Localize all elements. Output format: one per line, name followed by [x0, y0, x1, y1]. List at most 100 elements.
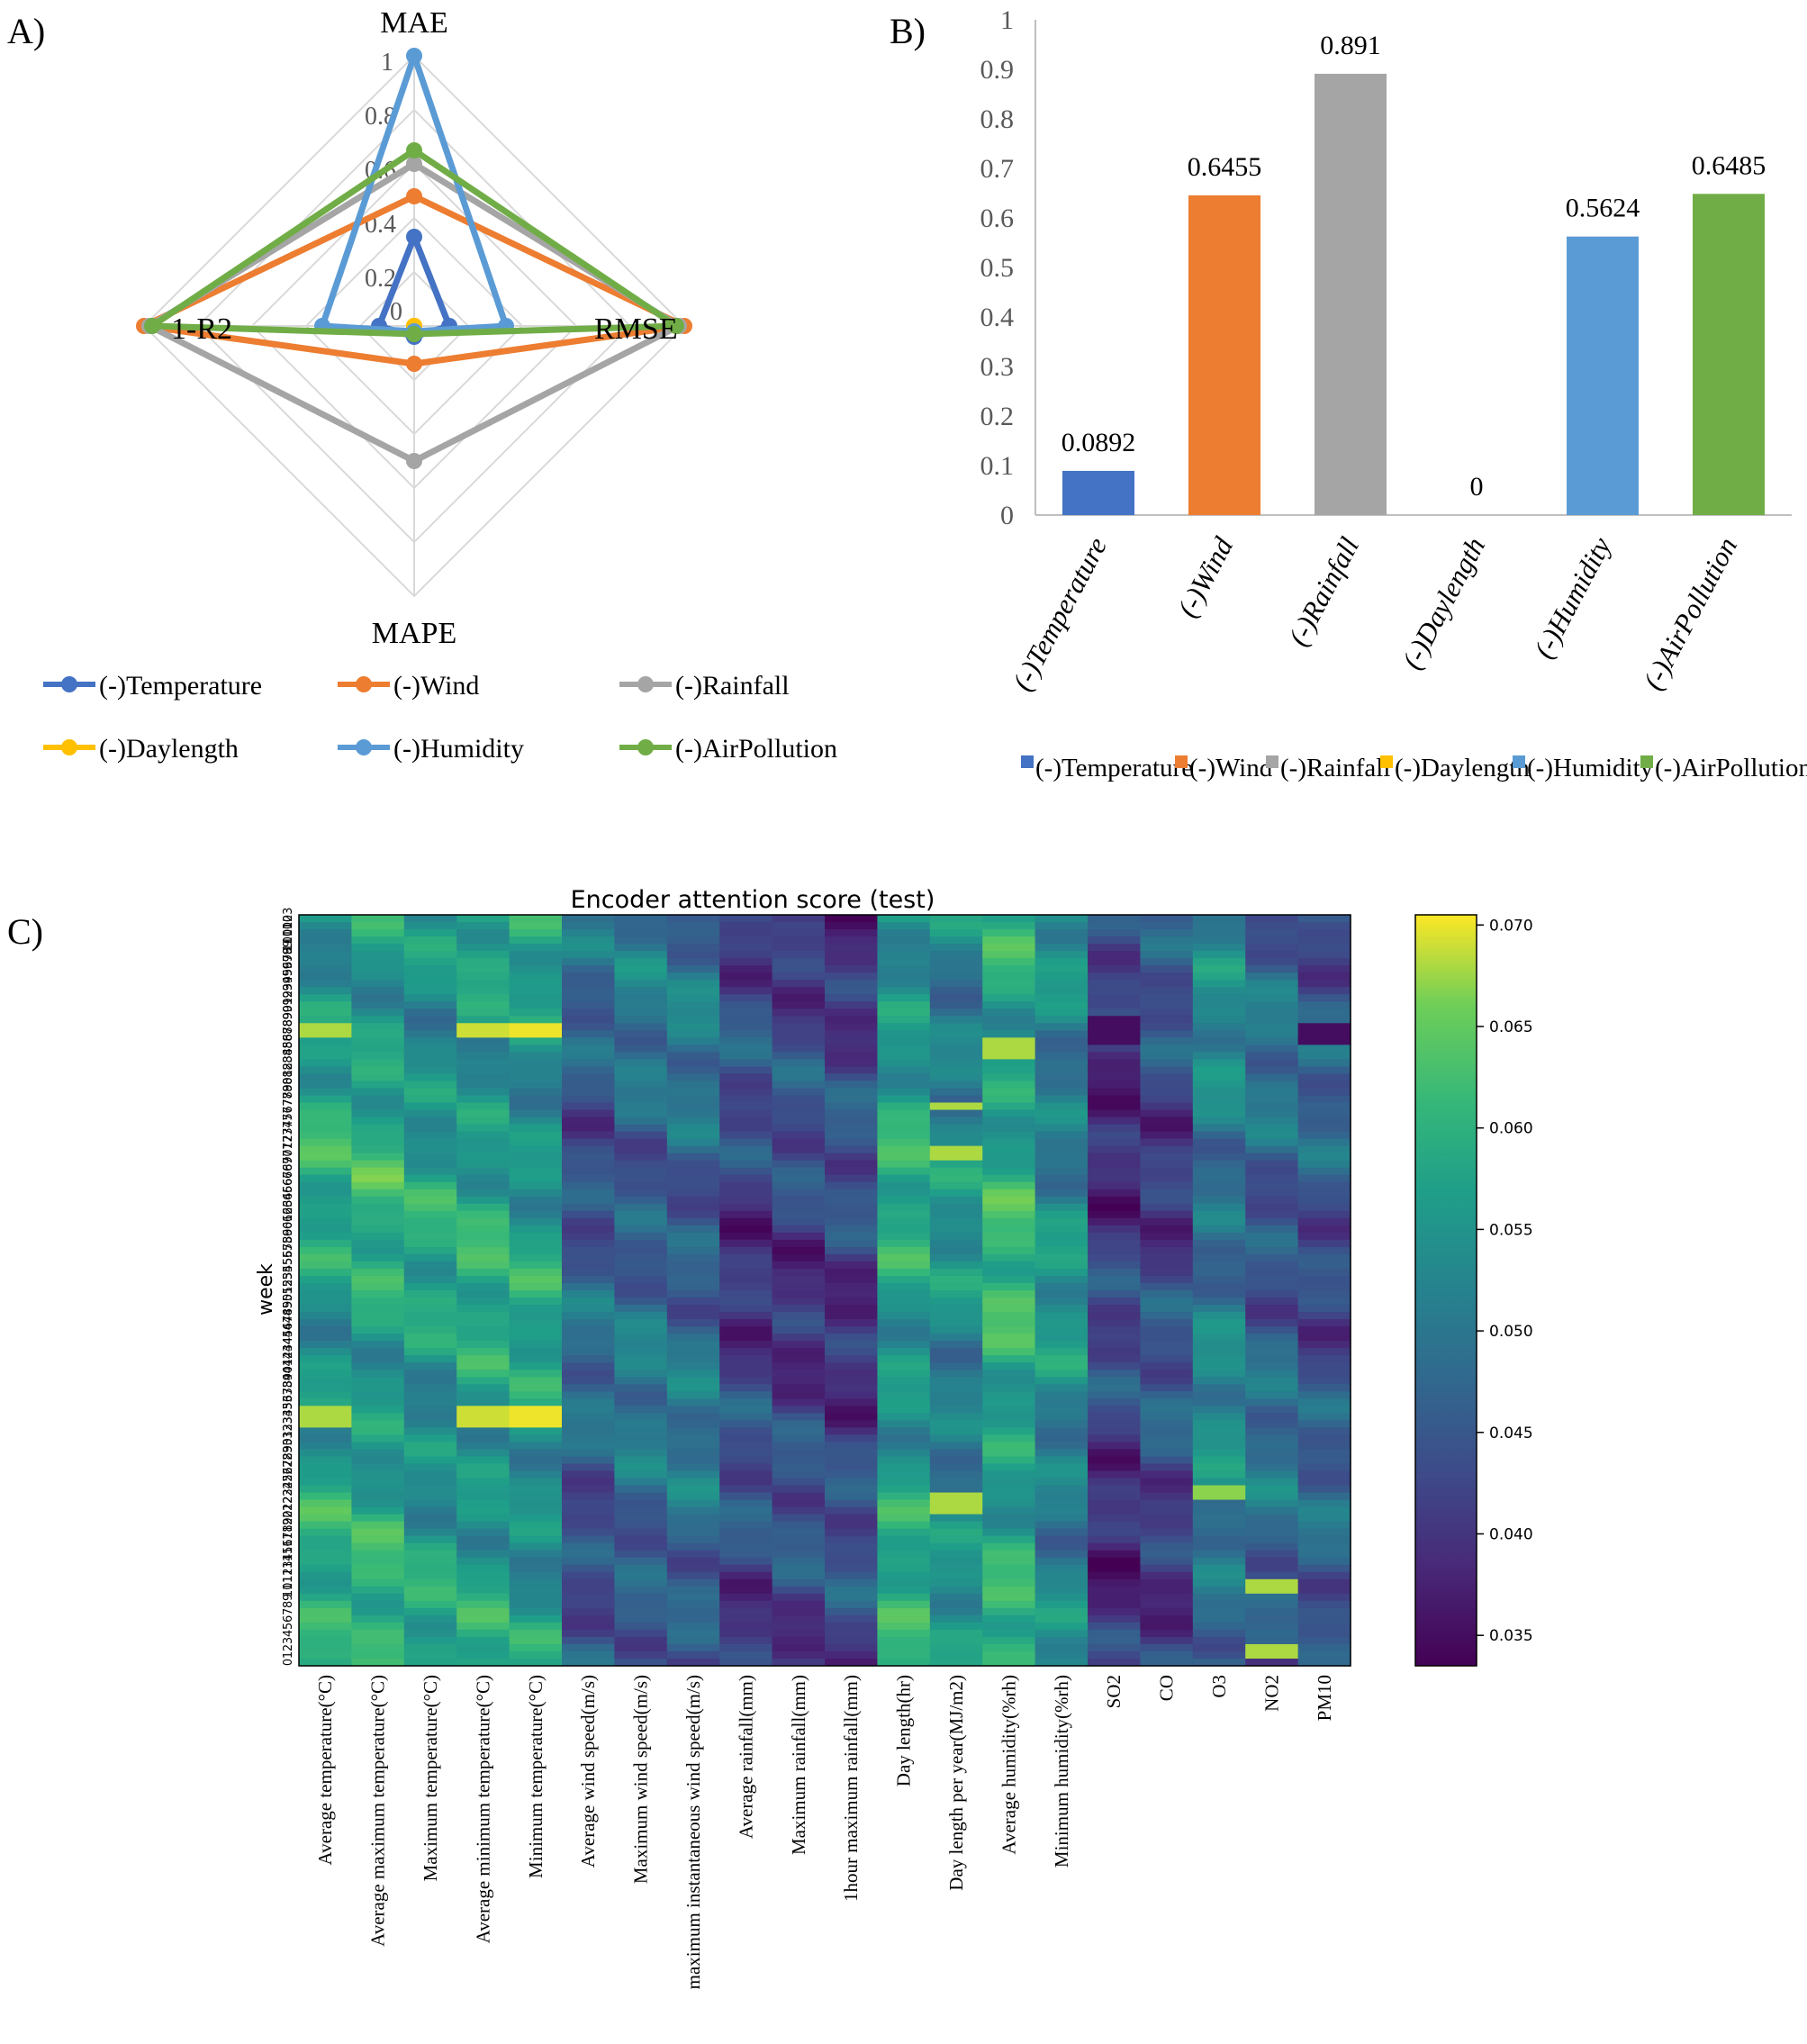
- heatmap-cell-w8-c12: [929, 1600, 983, 1609]
- heatmap-cell-w55-c12: [929, 1261, 983, 1270]
- heatmap-cell-w55-c17: [1192, 1261, 1246, 1270]
- heatmap-cell-w51-c19: [1297, 1290, 1351, 1298]
- heatmap-cell-w20-c0: [299, 1514, 352, 1523]
- heatmap-cell-w87-c11: [877, 1030, 931, 1038]
- heatmap-cell-w22-c12: [929, 1499, 983, 1508]
- heatmap-cell-w41-c17: [1192, 1362, 1246, 1370]
- heatmap-cell-w0-c7: [666, 1658, 720, 1667]
- heatmap-cell-w98-c15: [1088, 951, 1141, 959]
- heatmap-cell-w39-c1: [351, 1377, 405, 1385]
- heatmap-cell-w8-c0: [299, 1600, 352, 1609]
- heatmap-cell-w62-c10: [825, 1210, 878, 1219]
- heatmap-cell-w66-c13: [982, 1181, 1036, 1190]
- heatmap-cell-w29-c0: [299, 1449, 352, 1458]
- radar-series-airpollution: [144, 142, 684, 342]
- heatmap-cell-w42-c8: [719, 1355, 773, 1363]
- heatmap-cell-w58-c18: [1245, 1239, 1299, 1248]
- heatmap-cell-w24-c12: [929, 1485, 983, 1494]
- heatmap-colorbar-tick-0-070: 0.070: [1489, 917, 1533, 935]
- heatmap-cell-w85-c9: [772, 1045, 826, 1053]
- heatmap-cell-w34-c19: [1297, 1413, 1351, 1421]
- heatmap-cell-w86-c5: [562, 1037, 615, 1045]
- heatmap-cell-w77-c12: [929, 1102, 983, 1111]
- heatmap-cell-w30-c10: [825, 1442, 878, 1451]
- heatmap-cell-w89-c17: [1192, 1016, 1246, 1024]
- heatmap-cell-w23-c0: [299, 1492, 352, 1501]
- heatmap-cell-w38-c15: [1088, 1384, 1141, 1392]
- heatmap-cell-w62-c11: [877, 1210, 931, 1219]
- heatmap-y-tick-84: 84: [282, 1048, 295, 1063]
- heatmap-cell-w14-c2: [403, 1557, 457, 1566]
- heatmap-cell-w74-c5: [562, 1124, 615, 1133]
- heatmap-cell-w66-c0: [299, 1181, 352, 1190]
- heatmap-cell-w76-c6: [614, 1109, 668, 1118]
- heatmap-cell-w20-c15: [1088, 1514, 1141, 1523]
- heatmap-cell-w41-c3: [456, 1362, 510, 1370]
- heatmap-cell-w33-c19: [1297, 1420, 1351, 1428]
- heatmap-cell-w67-c2: [403, 1174, 457, 1183]
- heatmap-cell-w18-c8: [719, 1528, 773, 1537]
- heatmap-cell-w28-c2: [403, 1456, 457, 1465]
- heatmap-cell-w16-c13: [982, 1542, 1036, 1551]
- heatmap-cell-w0-c1: [351, 1658, 405, 1667]
- heatmap-cell-w66-c5: [562, 1181, 615, 1190]
- heatmap-cell-w62-c14: [1035, 1210, 1089, 1219]
- heatmap-cell-w33-c4: [509, 1420, 563, 1428]
- heatmap-cell-w45-c4: [509, 1334, 563, 1342]
- heatmap-cell-w79-c6: [614, 1088, 668, 1097]
- heatmap-cell-w52-c1: [351, 1282, 405, 1291]
- heatmap-cell-w91-c17: [1192, 1001, 1246, 1009]
- heatmap-cell-w63-c6: [614, 1203, 668, 1212]
- heatmap-cell-w42-c13: [982, 1355, 1036, 1363]
- heatmap-cell-w9-c12: [929, 1593, 983, 1602]
- heatmap-cell-w45-c9: [772, 1334, 826, 1342]
- heatmap-cell-w42-c16: [1140, 1355, 1194, 1363]
- heatmap-cell-w34-c1: [351, 1413, 405, 1421]
- heatmap-cell-w33-c11: [877, 1420, 931, 1428]
- heatmap-cell-w80-c13: [982, 1081, 1036, 1090]
- heatmap-cell-w80-c16: [1140, 1081, 1194, 1090]
- heatmap-cell-w83-c9: [772, 1059, 826, 1067]
- heatmap-cell-w82-c12: [929, 1066, 983, 1075]
- heatmap-cell-w84-c6: [614, 1052, 668, 1060]
- heatmap-cell-w6-c5: [562, 1614, 615, 1623]
- heatmap-y-tick-70: 70: [282, 1149, 295, 1164]
- heatmap-cell-w22-c8: [719, 1499, 773, 1508]
- heatmap-x-tick-average-maximum-temperature-c: Average maximum temperature(°C): [367, 1675, 389, 1947]
- heatmap-cell-w55-c5: [562, 1261, 615, 1270]
- heatmap-cell-w51-c18: [1245, 1290, 1299, 1298]
- heatmap-cell-w41-c19: [1297, 1362, 1351, 1370]
- heatmap-cell-w58-c2: [403, 1239, 457, 1248]
- heatmap-cell-w79-c0: [299, 1088, 352, 1097]
- heatmap-cell-w0-c14: [1035, 1658, 1089, 1667]
- heatmap-y-tick-labels: 1031021011009998979695949392919089888786…: [282, 908, 295, 1667]
- heatmap-cell-w8-c2: [403, 1600, 457, 1609]
- heatmap-cell-w19-c13: [982, 1521, 1036, 1530]
- heatmap-cell-w45-c6: [614, 1334, 668, 1342]
- heatmap-cell-w21-c9: [772, 1506, 826, 1515]
- heatmap-cell-w102-c18: [1245, 922, 1299, 930]
- heatmap-cell-w38-c8: [719, 1384, 773, 1392]
- heatmap-cell-w85-c7: [666, 1045, 720, 1053]
- heatmap-cell-w11-c15: [1088, 1578, 1141, 1587]
- heatmap-cell-w70-c6: [614, 1153, 668, 1162]
- heatmap-cell-w78-c5: [562, 1095, 615, 1104]
- heatmap-cell-w1-c7: [666, 1651, 720, 1660]
- heatmap-cell-w81-c8: [719, 1073, 773, 1082]
- heatmap-cell-w44-c11: [877, 1341, 931, 1349]
- heatmap-cell-w72-c18: [1245, 1138, 1299, 1147]
- heatmap-cell-w65-c8: [719, 1189, 773, 1198]
- heatmap-cell-w16-c2: [403, 1542, 457, 1551]
- heatmap-cell-w3-c15: [1088, 1636, 1141, 1645]
- heatmap-cell-w90-c7: [666, 1008, 720, 1017]
- heatmap-cell-w95-c17: [1192, 972, 1246, 981]
- heatmap-cell-w76-c10: [825, 1109, 878, 1118]
- heatmap-cell-w79-c9: [772, 1088, 826, 1097]
- heatmap-cell-w29-c19: [1297, 1449, 1351, 1458]
- heatmap-cell-w50-c13: [982, 1298, 1036, 1306]
- heatmap-cell-w36-c15: [1088, 1398, 1141, 1406]
- heatmap-cell-w62-c0: [299, 1210, 352, 1219]
- heatmap-cell-w96-c0: [299, 965, 352, 973]
- heatmap-cell-w13-c12: [929, 1564, 983, 1573]
